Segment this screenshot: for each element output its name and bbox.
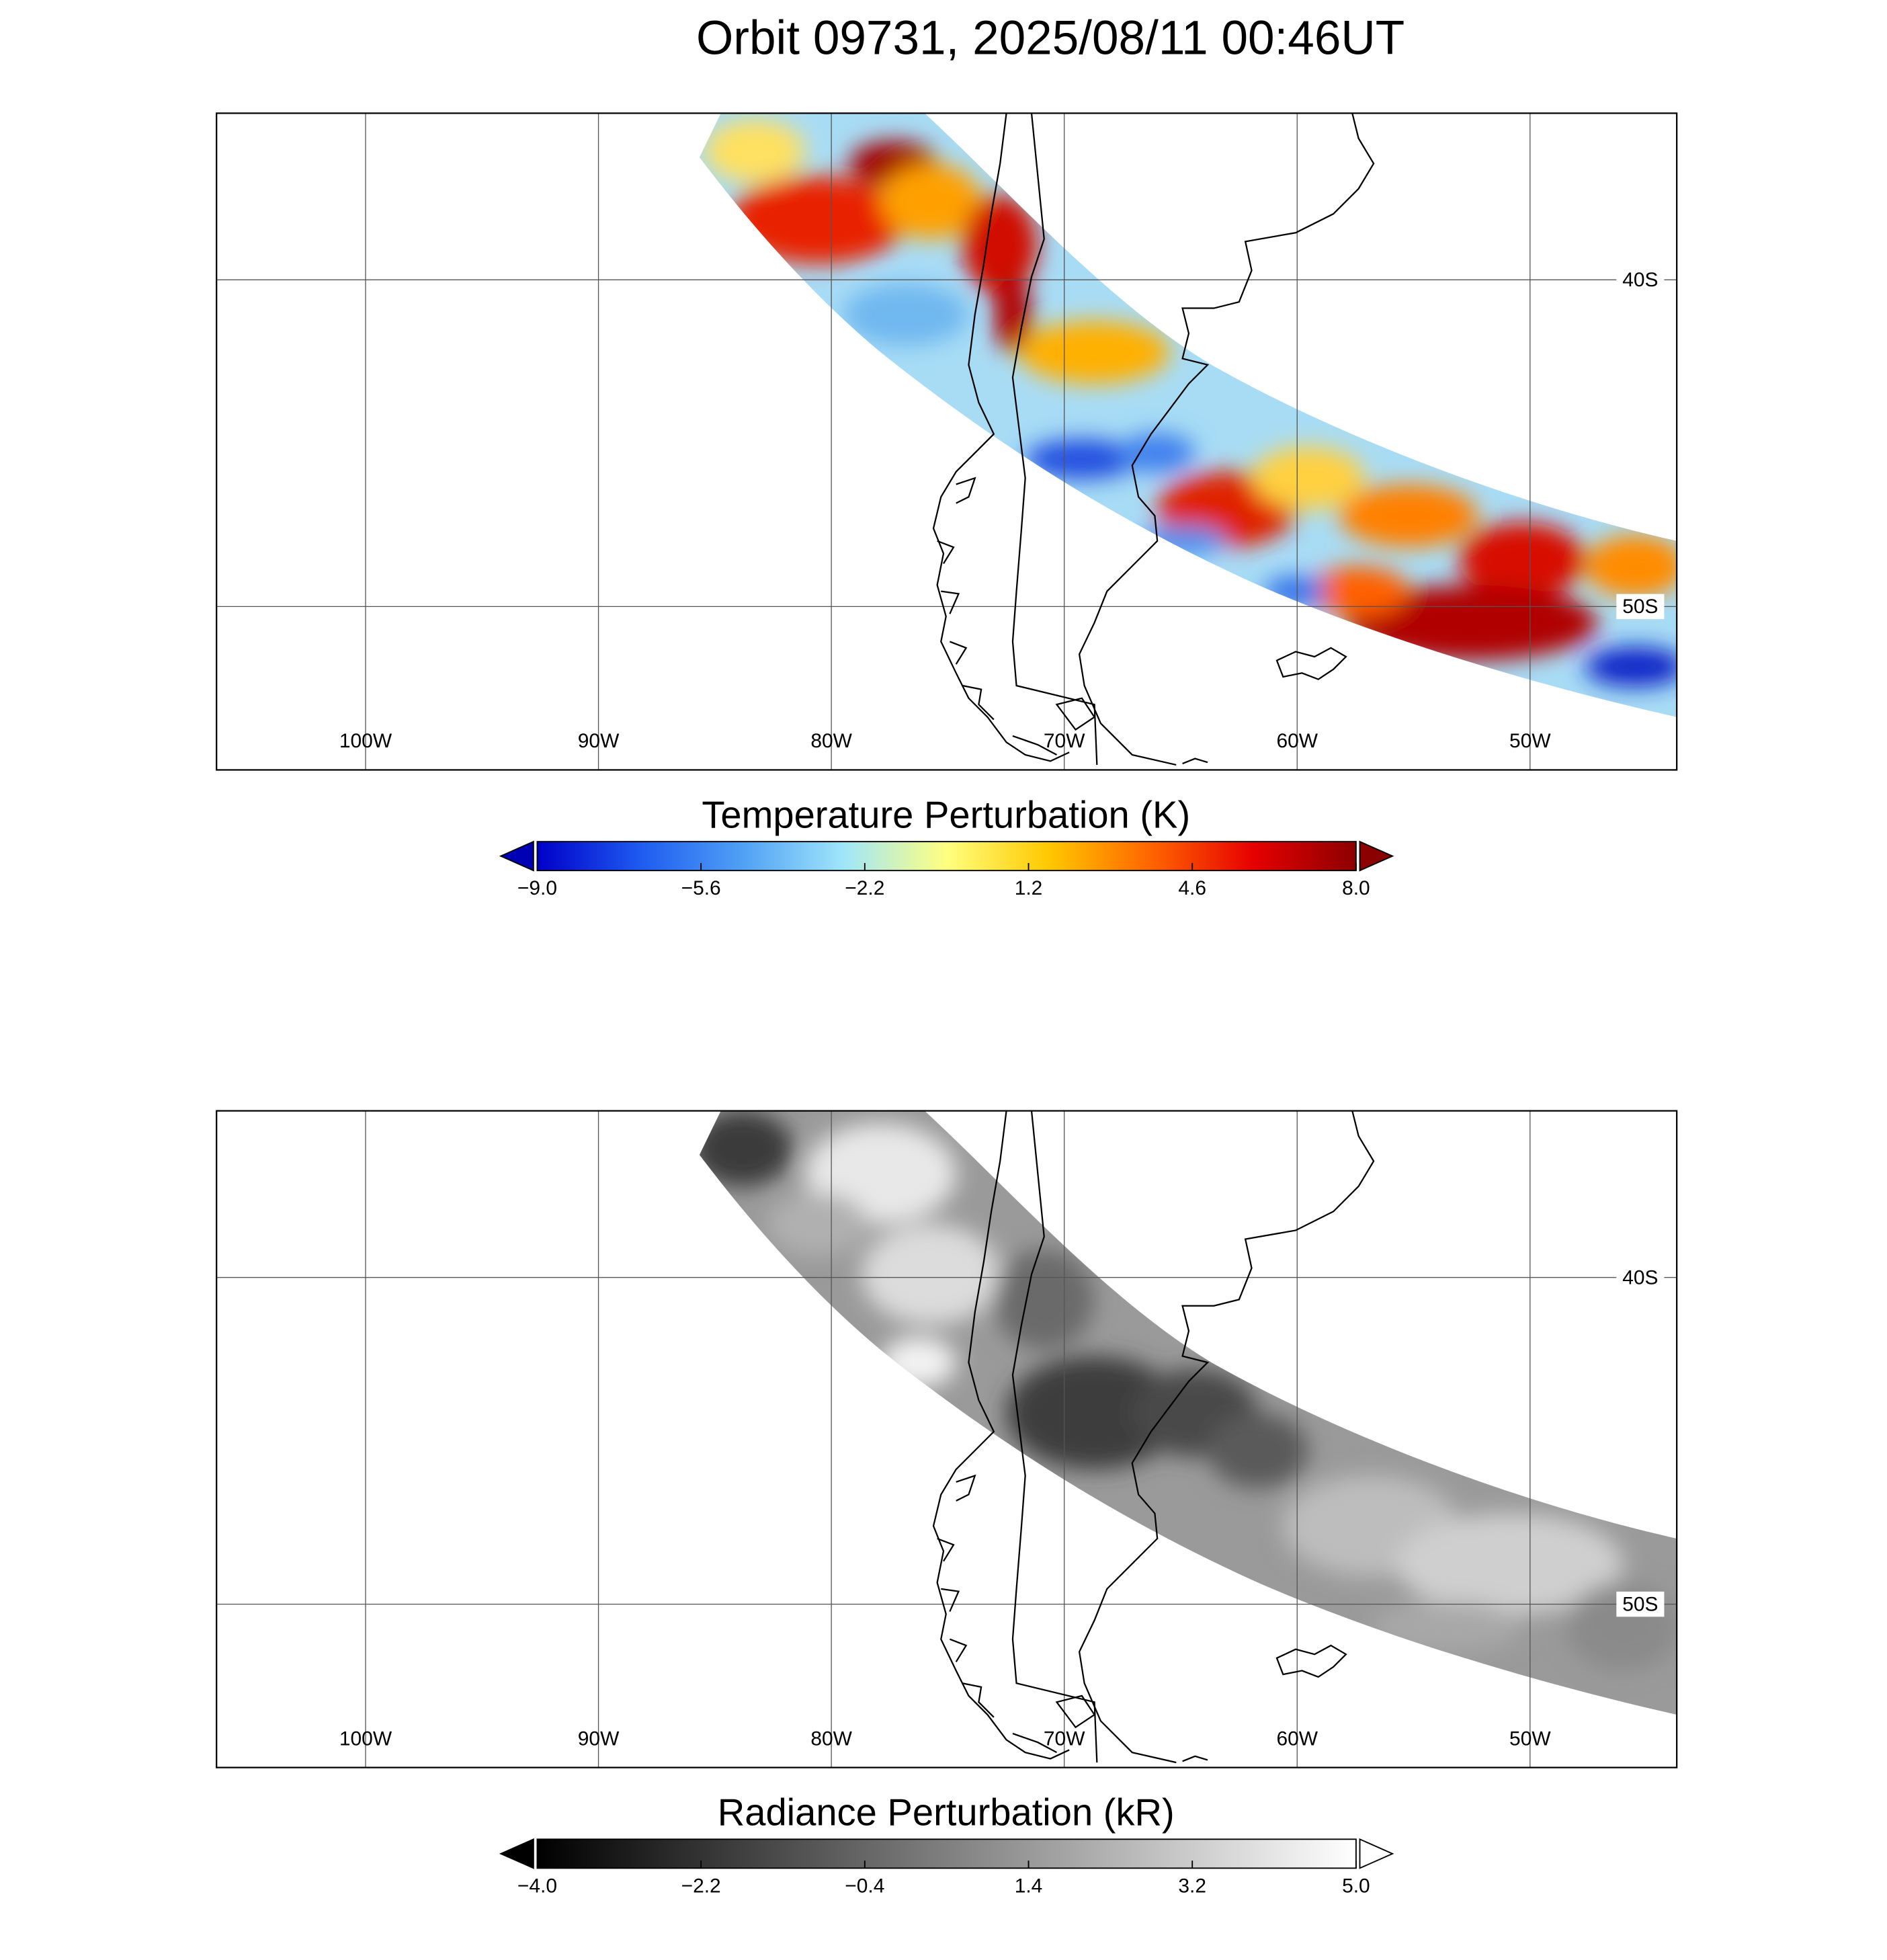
- lon-tick-label: 60W: [1276, 730, 1318, 752]
- colorbar: Temperature Perturbation (K) −9.0 −5.6 −2.2…: [499, 793, 1394, 899]
- swath-features: [704, 119, 1677, 687]
- lat-tick-label: 40S: [1622, 1266, 1658, 1289]
- chart-title: Orbit 09731, 2025/08/11 00:46UT: [696, 12, 1404, 65]
- colorbar-tick-label: 5.0: [1342, 1875, 1370, 1897]
- lon-tick-label: 90W: [578, 1727, 620, 1750]
- map-panel: 100W 90W 80W 70W 60W 50W 40S 50S: [216, 1110, 1678, 1768]
- colorbar-under-arrow: [499, 1838, 534, 1869]
- colorbar-tick-label: −4.0: [517, 1875, 557, 1897]
- swath-fill: [699, 113, 1677, 717]
- colorbar-tick-label: −5.6: [681, 877, 721, 899]
- lon-tick-label: 80W: [810, 730, 852, 752]
- colorbar-tick-label: 8.0: [1342, 877, 1370, 899]
- colorbar-title: Radiance Perturbation (kR): [718, 1791, 1175, 1834]
- colorbar-tick-label: −2.2: [845, 877, 884, 899]
- colorbar-tick-label: −2.2: [681, 1875, 721, 1897]
- swath-features: [699, 1110, 1677, 1671]
- map-frame: [216, 112, 1678, 771]
- colorbar: Radiance Perturbation (kR) −4.0 −2.2 −0.4 1.…: [499, 1791, 1394, 1897]
- colorbar-title: Temperature Perturbation (K): [702, 793, 1190, 835]
- colorbar-over-arrow: [1359, 1838, 1394, 1869]
- lon-tick-label: 70W: [1044, 1727, 1085, 1750]
- lon-tick-label: 80W: [810, 1727, 852, 1750]
- colorbar-tick-label: 1.4: [1015, 1875, 1043, 1897]
- colorbar-under-arrow: [499, 840, 534, 872]
- colorbar-tick-label: −0.4: [845, 1875, 884, 1897]
- lon-tick-label: 100W: [339, 730, 392, 752]
- lon-tick-label: 60W: [1276, 1727, 1318, 1750]
- colorbar-tick-label: 4.6: [1178, 877, 1206, 899]
- swath: [699, 113, 1677, 717]
- map-frame: [216, 1110, 1678, 1768]
- label-background: [1616, 267, 1665, 293]
- map-panel: 100W 90W 80W 70W 60W 50W 40S 50S: [216, 112, 1678, 771]
- label-background: [1616, 1591, 1665, 1617]
- lat-tick-label: 50S: [1622, 1593, 1658, 1615]
- swath-fill: [699, 1110, 1677, 1715]
- graticule-labels: 100W 90W 80W 70W 60W 50W 40S 50S: [339, 1264, 1665, 1750]
- colorbar-tick-label: −9.0: [517, 877, 557, 899]
- lon-tick-label: 90W: [578, 730, 620, 752]
- lon-tick-label: 50W: [1509, 730, 1551, 752]
- colorbar-fill: [536, 841, 1357, 872]
- label-background: [1616, 594, 1665, 620]
- colorbar-tick-label: 3.2: [1178, 1875, 1206, 1897]
- graticule: [216, 1110, 1677, 1768]
- graticule: [216, 113, 1677, 770]
- lat-tick-label: 40S: [1622, 269, 1658, 291]
- colorbars: Temperature Perturbation (K) −9.0 −5.6 −2.2…: [499, 793, 1394, 1897]
- lat-tick-label: 50S: [1622, 596, 1658, 618]
- colorbar-over-arrow: [1359, 840, 1394, 872]
- graticule-labels: 100W 90W 80W 70W 60W 50W 40S 50S: [339, 267, 1665, 752]
- lon-tick-label: 50W: [1509, 1727, 1551, 1750]
- colorbar-fill: [536, 1838, 1357, 1869]
- colorbar-tick-label: 1.2: [1015, 877, 1043, 899]
- label-background: [1616, 1264, 1665, 1291]
- lon-tick-label: 70W: [1044, 730, 1085, 752]
- lon-tick-label: 100W: [339, 1727, 392, 1750]
- swath: [699, 1110, 1677, 1715]
